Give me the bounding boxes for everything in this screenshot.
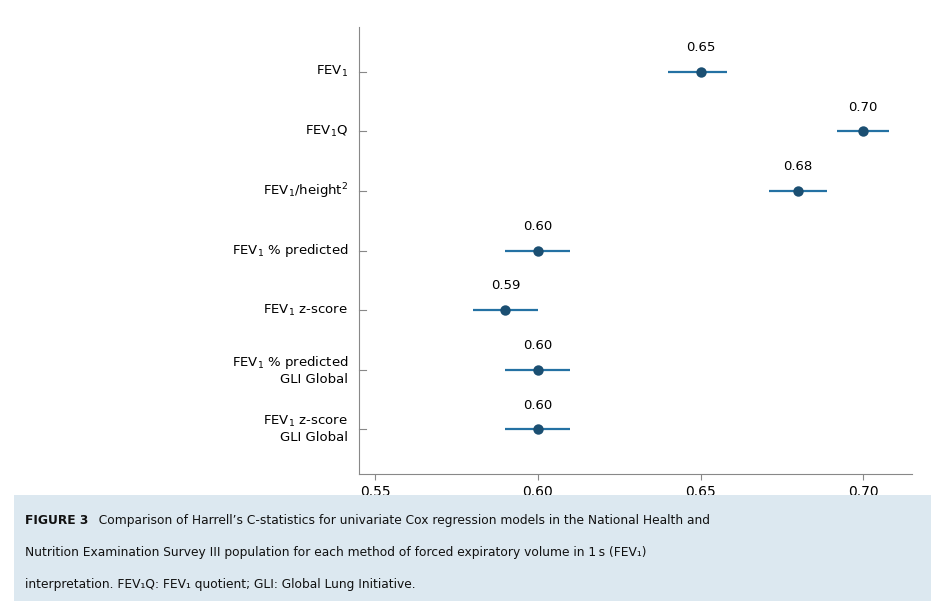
- Text: Nutrition Examination Survey III population for each method of forced expiratory: Nutrition Examination Survey III populat…: [25, 546, 646, 559]
- Text: 0.60: 0.60: [523, 399, 552, 411]
- Text: 0.65: 0.65: [685, 41, 715, 54]
- Text: 0.68: 0.68: [783, 160, 812, 173]
- Text: FIGURE 3: FIGURE 3: [25, 515, 89, 527]
- Text: 0.59: 0.59: [490, 280, 519, 292]
- Text: 0.60: 0.60: [523, 339, 552, 352]
- Text: interpretation. FEV₁Q: FEV₁ quotient; GLI: Global Lung Initiative.: interpretation. FEV₁Q: FEV₁ quotient; GL…: [25, 577, 415, 591]
- X-axis label: Harrell's C-statistic: Harrell's C-statistic: [565, 510, 704, 525]
- Text: 0.70: 0.70: [848, 101, 877, 114]
- Text: Comparison of Harrell’s C-statistics for univariate Cox regression models in the: Comparison of Harrell’s C-statistics for…: [91, 515, 710, 527]
- Text: 0.60: 0.60: [523, 220, 552, 233]
